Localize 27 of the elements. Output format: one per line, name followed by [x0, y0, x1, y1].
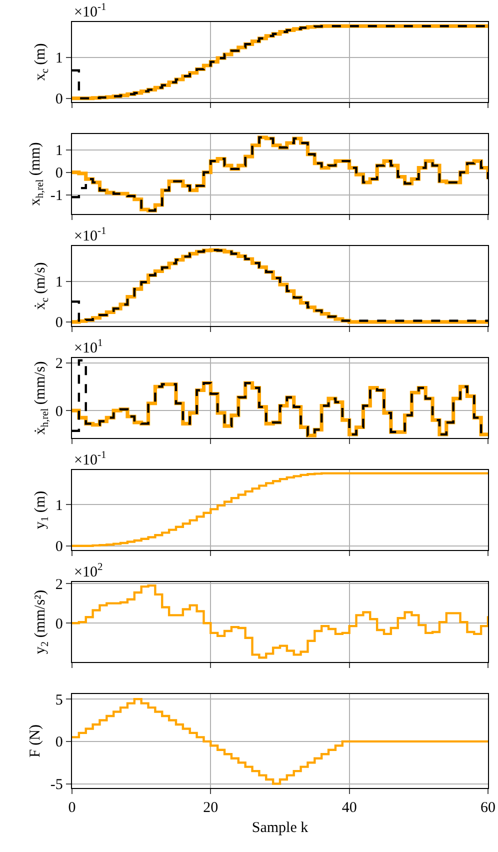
- y-tick-label: -5: [50, 777, 63, 794]
- y-tick-label: 1: [55, 50, 63, 67]
- x-tick-label: 20: [203, 800, 218, 816]
- text: ×10$^{2}$: [74, 562, 103, 580]
- y-tick-label: 1: [55, 498, 63, 514]
- x-tick-label: 0: [68, 800, 76, 816]
- x-axis-title: Sample k: [252, 820, 309, 836]
- y-tick-label: 5: [55, 692, 63, 708]
- y-tick-label: 0: [55, 92, 63, 108]
- x-tick-label: 40: [342, 800, 357, 816]
- y-axis-title: F (N): [28, 724, 44, 758]
- text: ×10$^{-1}$: [74, 450, 106, 468]
- text: ×10$^{1}$: [74, 338, 103, 356]
- text: ×10$^{-1}$: [74, 2, 106, 20]
- y-tick-label: -1: [50, 188, 63, 204]
- y-tick-label: 0: [55, 734, 63, 751]
- y-tick-label: 0: [55, 315, 63, 332]
- y-tick-label: 2: [55, 576, 63, 593]
- y-tick-label: 0: [55, 616, 63, 632]
- y-tick-label: 0: [55, 404, 63, 420]
- x-tick-label: 60: [480, 800, 496, 816]
- y-tick-label: 1: [55, 274, 63, 291]
- y-tick-label: 1: [55, 143, 63, 160]
- y-tick-label: 0: [55, 539, 63, 556]
- text: ×10$^{-1}$: [74, 226, 106, 244]
- y-tick-label: 2: [55, 356, 63, 372]
- y-tick-label: 0: [55, 166, 63, 182]
